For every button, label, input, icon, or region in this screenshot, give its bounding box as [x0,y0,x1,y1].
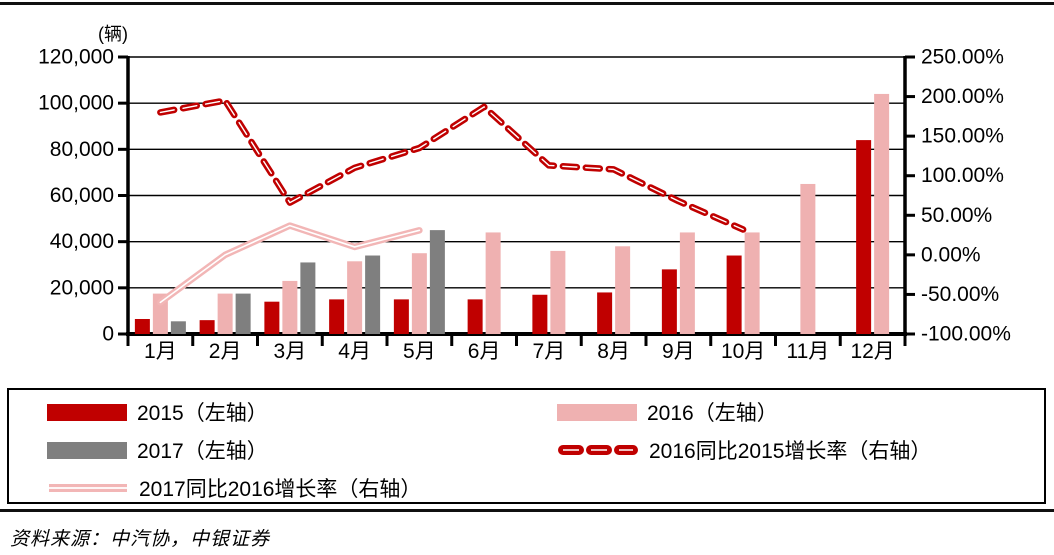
legend-swatch-2017-growth-line [47,483,129,493]
bar-2016（左轴） [874,93,890,334]
bar-2015（左轴） [856,140,872,334]
bar-2015（左轴） [134,318,150,334]
right-axis-tick-label: 0.00% [921,243,981,266]
left-axis-tick-label: 20,000 [50,276,114,299]
legend-item-2017-growth: 2017同比2016增长率（右轴） [47,476,422,501]
legend-label-2015: 2015（左轴） [137,402,268,425]
legend-item-2016-growth: 2016同比2015增长率（右轴） [557,438,932,463]
bar-2015（左轴） [532,294,548,334]
bar-2016（左轴） [550,250,566,334]
legend-swatch-2016-growth-dash [557,444,639,456]
bar-2017（左轴） [365,255,381,334]
bar-2016（左轴） [411,253,427,334]
right-axis-tick-label: 100.00% [921,164,1004,187]
legend-label-2016: 2016（左轴） [647,402,778,425]
growth-line-highlight [159,224,421,304]
x-axis-month-label: 4月 [338,340,371,363]
legend-swatch-2017-bar [47,441,127,459]
bar-2015（左轴） [264,301,280,334]
legend-swatch-2015-bar [47,403,127,421]
bar-2016（左轴） [615,246,631,334]
left-axis-tick-label: 100,000 [38,92,114,115]
bar-2016（左轴） [152,293,168,334]
x-axis-month-label: 7月 [533,340,566,363]
bar-2015（左轴） [329,299,345,334]
bar-2016（左轴） [347,261,363,334]
right-axis-tick-label: 200.00% [921,85,1004,108]
right-axis-tick-label: -50.00% [921,283,999,306]
x-axis-month-label: 11月 [786,340,829,363]
left-axis-unit-label: (辆) [98,24,128,44]
right-axis-tick-label: 250.00% [921,46,1004,69]
top-divider [0,2,1054,5]
growth-line-2016同比2015增长率（右轴） [157,97,747,233]
left-axis-tick-label: 120,000 [38,46,114,69]
x-axis-month-label: 8月 [597,340,630,363]
x-axis-month-label: 10月 [721,340,765,363]
x-axis-month-label: 9月 [662,340,695,363]
left-axis-tick-label: 80,000 [50,138,114,161]
x-axis-month-label: 1月 [144,340,177,363]
bar-2017（左轴） [170,321,186,334]
right-axis-tick-label: 50.00% [921,204,992,227]
bar-2016（左轴） [800,183,816,334]
x-axis-month-label: 6月 [468,340,501,363]
bar-2015（左轴） [597,292,613,334]
legend-swatch-2016-bar [557,403,637,421]
legend-label-2017: 2017（左轴） [137,440,268,463]
bar-2015（左轴） [661,269,677,334]
x-axis-month-label: 5月 [403,340,436,363]
bar-2016（左轴） [485,232,501,334]
x-axis-month-label: 2月 [209,340,242,363]
legend-item-2017: 2017（左轴） [47,438,268,463]
legend-item-2016: 2016（左轴） [557,400,778,425]
bar-2016（左轴） [679,232,695,334]
legend-label-2017-growth: 2017同比2016增长率（右轴） [139,478,422,501]
chart-legend: 2015（左轴） 2017（左轴） 2017同比2016增长率（右轴） 2016… [7,388,1046,504]
bar-2017（左轴） [235,293,251,334]
combo-chart: 0 20,000 40,000 60,000 80,000 100,000 120,000 -… [38,24,1011,363]
right-axis-tick-label: 150.00% [921,125,1004,148]
bottom-divider [0,509,1054,512]
bar-2015（左轴） [199,320,215,334]
left-axis-tick-label: 40,000 [50,230,114,253]
left-axis-tick-label: 60,000 [50,184,114,207]
legend-label-2016-growth: 2016同比2015增长率（右轴） [649,440,932,463]
legend-item-2015: 2015（左轴） [47,400,268,425]
x-axis-month-label: 12月 [850,340,894,363]
bar-2015（左轴） [726,255,742,334]
bar-2016（左轴） [217,293,233,334]
bar-2017（左轴） [429,230,445,334]
x-axis-month-label: 3月 [274,340,307,363]
growth-line-highlight [159,99,744,231]
bar-2017（左轴） [300,262,316,334]
left-axis-tick-label: 0 [102,323,114,346]
bar-2015（左轴） [393,299,409,334]
bar-2016（左轴） [744,232,760,334]
source-note: 资料来源：中汽协，中银证券 [10,528,271,550]
bar-2016（左轴） [282,280,298,334]
bar-2015（左轴） [467,299,483,334]
right-axis-tick-label: -100.00% [921,323,1011,346]
